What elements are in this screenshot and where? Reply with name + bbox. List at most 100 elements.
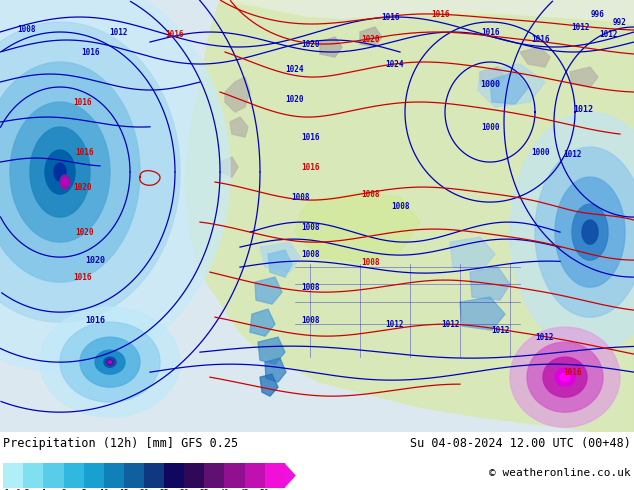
Text: 1024: 1024: [286, 65, 304, 74]
Bar: [63, 464, 84, 488]
Text: 1016: 1016: [381, 13, 399, 22]
Text: 1012: 1012: [109, 27, 127, 37]
Text: 1008: 1008: [301, 222, 320, 232]
Polygon shape: [490, 72, 528, 104]
Polygon shape: [220, 0, 634, 24]
Polygon shape: [450, 237, 495, 270]
Text: 2: 2: [61, 489, 66, 490]
Bar: [224, 464, 245, 488]
Text: 1016: 1016: [430, 9, 450, 19]
Polygon shape: [62, 178, 68, 186]
Text: 1008: 1008: [16, 24, 36, 33]
Text: Su 04-08-2024 12.00 UTC (00+48): Su 04-08-2024 12.00 UTC (00+48): [410, 437, 631, 450]
Bar: [3, 464, 23, 488]
Text: 1016: 1016: [531, 34, 549, 44]
Polygon shape: [60, 322, 160, 402]
Text: 1020: 1020: [85, 256, 105, 265]
Text: 1016: 1016: [564, 368, 582, 377]
Polygon shape: [54, 163, 66, 181]
Text: 1008: 1008: [301, 283, 320, 292]
Text: Precipitation (12h) [mm] GFS 0.25: Precipitation (12h) [mm] GFS 0.25: [3, 437, 238, 450]
Polygon shape: [104, 357, 116, 367]
Polygon shape: [250, 309, 275, 336]
Text: 1012: 1012: [441, 319, 459, 329]
Bar: [245, 464, 264, 488]
Polygon shape: [555, 177, 625, 287]
Text: 25: 25: [159, 489, 169, 490]
Text: 1012: 1012: [564, 149, 582, 159]
Text: 1008: 1008: [361, 258, 379, 267]
Text: © weatheronline.co.uk: © weatheronline.co.uk: [489, 468, 631, 478]
Polygon shape: [510, 327, 620, 427]
Polygon shape: [460, 297, 505, 330]
Bar: [144, 464, 164, 488]
Polygon shape: [260, 242, 300, 272]
Bar: [184, 464, 204, 488]
Polygon shape: [572, 204, 608, 260]
Polygon shape: [220, 157, 238, 177]
Polygon shape: [320, 37, 342, 57]
Text: 1024: 1024: [385, 59, 404, 69]
Text: 992: 992: [613, 18, 627, 26]
Text: 1016: 1016: [481, 27, 499, 37]
Polygon shape: [510, 112, 634, 352]
Text: 1008: 1008: [301, 316, 320, 325]
Polygon shape: [560, 373, 570, 381]
Text: 0.1: 0.1: [0, 489, 11, 490]
Text: 1008: 1008: [391, 201, 410, 211]
Text: 1020: 1020: [286, 95, 304, 103]
Text: 50: 50: [260, 489, 269, 490]
Polygon shape: [0, 0, 230, 372]
Text: 1012: 1012: [573, 105, 593, 114]
Text: 1008: 1008: [301, 249, 320, 259]
Text: 20: 20: [139, 489, 149, 490]
Bar: [124, 464, 144, 488]
Bar: [84, 464, 104, 488]
Polygon shape: [45, 150, 75, 194]
Text: 15: 15: [119, 489, 129, 490]
Polygon shape: [255, 277, 282, 304]
Polygon shape: [40, 307, 180, 417]
Bar: [43, 464, 63, 488]
Polygon shape: [480, 67, 505, 87]
Polygon shape: [570, 67, 598, 87]
Text: 1016: 1016: [85, 316, 105, 325]
Polygon shape: [527, 342, 603, 412]
Text: 30: 30: [179, 489, 189, 490]
Text: 1016: 1016: [75, 147, 94, 157]
Text: 1016: 1016: [74, 98, 93, 106]
Text: 1020: 1020: [301, 40, 320, 49]
Text: 1016: 1016: [74, 272, 93, 282]
Polygon shape: [60, 175, 70, 189]
Text: 1000: 1000: [481, 122, 499, 131]
Polygon shape: [95, 350, 125, 374]
Polygon shape: [230, 117, 248, 137]
Text: 1020: 1020: [74, 183, 93, 192]
Text: 1008: 1008: [361, 190, 379, 198]
Text: 1000: 1000: [480, 80, 500, 89]
Polygon shape: [478, 64, 545, 107]
Polygon shape: [295, 192, 420, 262]
Bar: [264, 464, 285, 488]
Text: 5: 5: [81, 489, 86, 490]
Polygon shape: [0, 62, 140, 282]
Polygon shape: [10, 102, 110, 242]
Text: 1016: 1016: [165, 29, 184, 39]
Polygon shape: [30, 127, 90, 217]
Polygon shape: [582, 220, 598, 244]
Polygon shape: [80, 337, 140, 387]
Text: 1020: 1020: [361, 34, 379, 44]
Polygon shape: [265, 358, 286, 382]
Text: 1016: 1016: [81, 48, 100, 56]
Polygon shape: [225, 77, 250, 112]
Text: 10: 10: [99, 489, 108, 490]
Text: 0.5: 0.5: [16, 489, 30, 490]
Bar: [23, 464, 43, 488]
Text: 1000: 1000: [531, 147, 549, 157]
Text: 40: 40: [219, 489, 230, 490]
Text: 1: 1: [41, 489, 46, 490]
Text: 35: 35: [200, 489, 209, 490]
Text: 1012: 1012: [571, 23, 589, 31]
Text: 1012: 1012: [385, 319, 404, 329]
Bar: [204, 464, 224, 488]
